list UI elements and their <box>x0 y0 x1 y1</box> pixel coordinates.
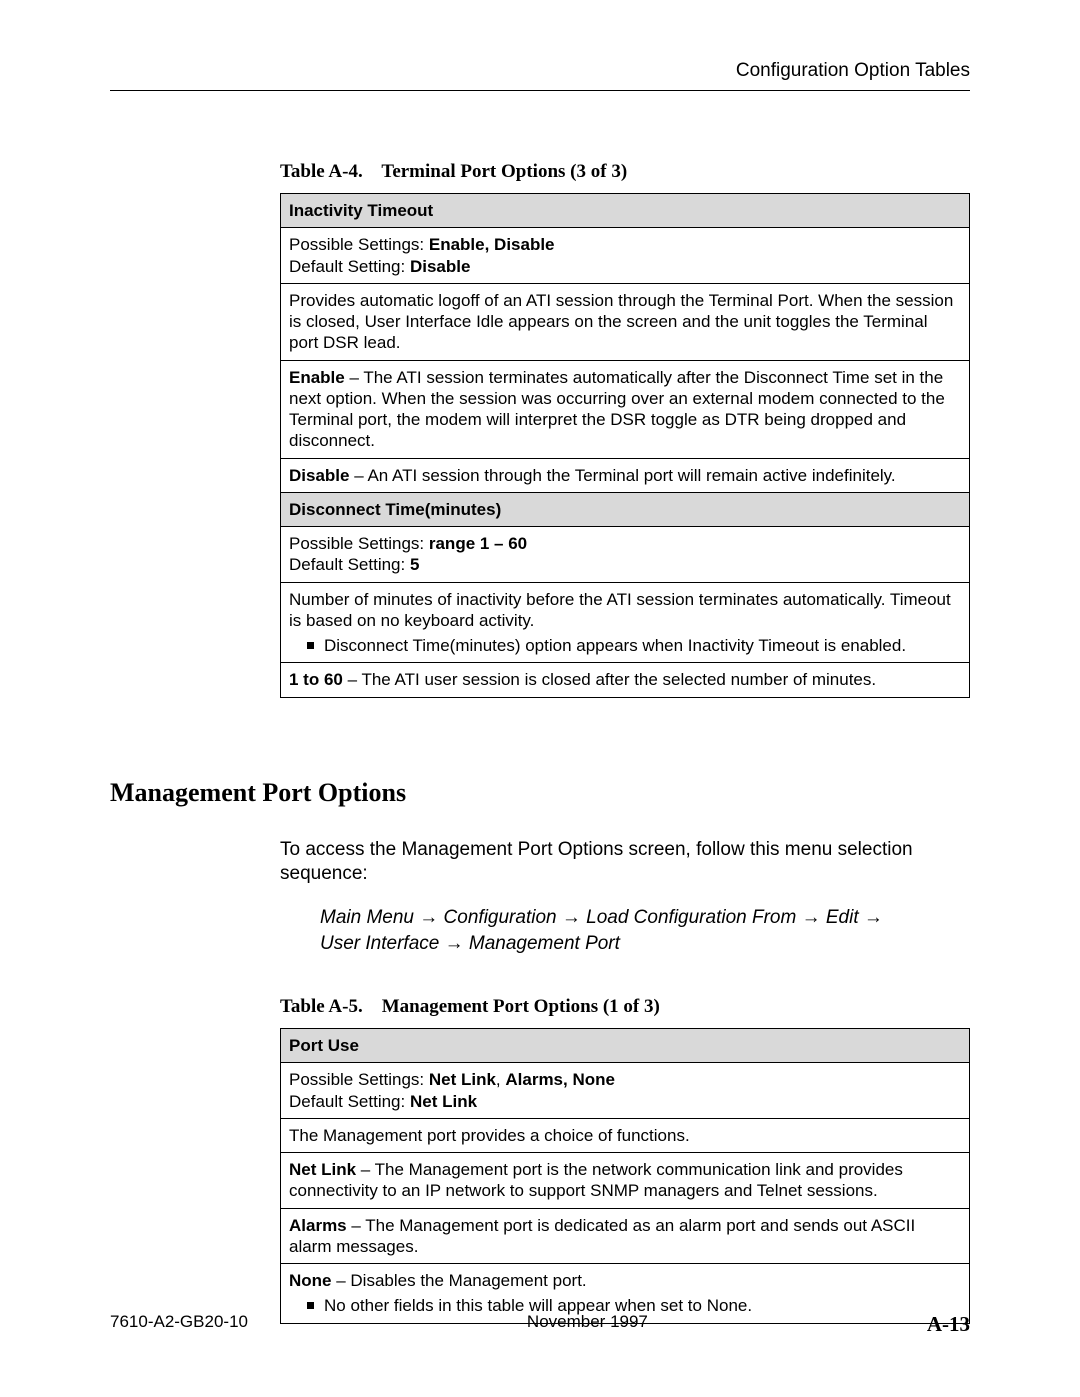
def: – The ATI session terminates automatical… <box>289 368 945 451</box>
term: Enable <box>289 368 345 387</box>
page-content: Configuration Option Tables Table A-4. T… <box>0 0 1080 1324</box>
label: Default Setting: <box>289 1092 410 1111</box>
term: Disable <box>289 466 349 485</box>
label: Default Setting: <box>289 555 410 574</box>
value: Disable <box>410 257 470 276</box>
square-bullet-icon <box>307 1302 314 1309</box>
page-footer: 7610-A2-GB20-10 November 1997 A-13 <box>110 1312 970 1337</box>
arrow-icon: → <box>802 907 821 928</box>
table-a4-caption: Table A-4. Terminal Port Options (3 of 3… <box>280 161 970 183</box>
arrow-icon: → <box>419 907 438 928</box>
def: – An ATI session through the Terminal po… <box>349 466 895 485</box>
term: Alarms <box>289 1216 347 1235</box>
value: Net Link <box>410 1092 477 1111</box>
value: Enable, Disable <box>429 235 555 254</box>
term: None <box>289 1271 332 1290</box>
arrow-icon: → <box>445 933 464 954</box>
table-a5-caption: Table A-5. Management Port Options (1 of… <box>280 996 970 1018</box>
def: – The Management port is the network com… <box>289 1160 903 1200</box>
bullet-text: Disconnect Time(minutes) option appears … <box>324 635 906 656</box>
value: Alarms, None <box>505 1070 615 1089</box>
def: – The ATI user session is closed after t… <box>343 670 876 689</box>
seg: Management Port <box>464 933 620 954</box>
label: Possible Settings: <box>289 534 429 553</box>
seg: Edit <box>821 907 864 928</box>
section-heading: Management Port Options <box>110 778 970 808</box>
cell-port-use: Port Use <box>281 1029 970 1063</box>
seg: Main Menu <box>320 907 419 928</box>
label: Default Setting: <box>289 257 410 276</box>
cell-1to60: 1 to 60 – The ATI user session is closed… <box>281 663 970 697</box>
footer-doc-id: 7610-A2-GB20-10 <box>110 1312 248 1337</box>
label: Possible Settings: <box>289 1070 429 1089</box>
seg: Configuration <box>438 907 562 928</box>
cell-desc-1: Provides automatic logoff of an ATI sess… <box>281 283 970 360</box>
footer-page-num: A-13 <box>927 1312 970 1337</box>
para: Number of minutes of inactivity before t… <box>289 589 961 632</box>
sep: , <box>496 1070 505 1089</box>
page-header-title: Configuration Option Tables <box>110 60 970 82</box>
section-intro: To access the Management Port Options sc… <box>280 838 970 887</box>
cell-netlink: Net Link – The Management port is the ne… <box>281 1153 970 1209</box>
value: range 1 – 60 <box>429 534 527 553</box>
cell-settings-1: Possible Settings: Enable, Disable Defau… <box>281 228 970 284</box>
cell-desc-2: Number of minutes of inactivity before t… <box>281 582 970 663</box>
cell-settings-2: Possible Settings: range 1 – 60 Default … <box>281 527 970 583</box>
header-rule <box>110 90 970 91</box>
square-bullet-icon <box>307 642 314 649</box>
seg: User Interface <box>320 933 445 954</box>
cell-alarms: Alarms – The Management port is dedicate… <box>281 1208 970 1264</box>
term: Net Link <box>289 1160 356 1179</box>
seg: Load Configuration From <box>581 907 802 928</box>
table-a5: Port Use Possible Settings: Net Link, Al… <box>280 1028 970 1324</box>
table-a4: Inactivity Timeout Possible Settings: En… <box>280 193 970 698</box>
cell-disable: Disable – An ATI session through the Ter… <box>281 458 970 492</box>
caption-prefix: Table A-4. <box>280 161 363 182</box>
arrow-icon: → <box>562 907 581 928</box>
term: 1 to 60 <box>289 670 343 689</box>
cell-enable: Enable – The ATI session terminates auto… <box>281 360 970 458</box>
value: Net Link <box>429 1070 496 1089</box>
footer-date: November 1997 <box>527 1312 648 1337</box>
cell-disconnect-time: Disconnect Time(minutes) <box>281 492 970 526</box>
cell-inactivity-timeout: Inactivity Timeout <box>281 194 970 228</box>
cell-settings-3: Possible Settings: Net Link, Alarms, Non… <box>281 1063 970 1119</box>
caption-title: Terminal Port Options (3 of 3) <box>381 161 627 182</box>
bullet-item: Disconnect Time(minutes) option appears … <box>289 635 961 656</box>
cell-desc-3: The Management port provides a choice of… <box>281 1118 970 1152</box>
label: Possible Settings: <box>289 235 429 254</box>
def: – The Management port is dedicated as an… <box>289 1216 915 1256</box>
menu-path: Main Menu → Configuration → Load Configu… <box>320 905 970 956</box>
value: 5 <box>410 555 419 574</box>
def: – Disables the Management port. <box>332 1271 587 1290</box>
caption-prefix: Table A-5. <box>280 996 363 1017</box>
arrow-icon: → <box>864 907 883 928</box>
caption-title: Management Port Options (1 of 3) <box>382 996 660 1017</box>
